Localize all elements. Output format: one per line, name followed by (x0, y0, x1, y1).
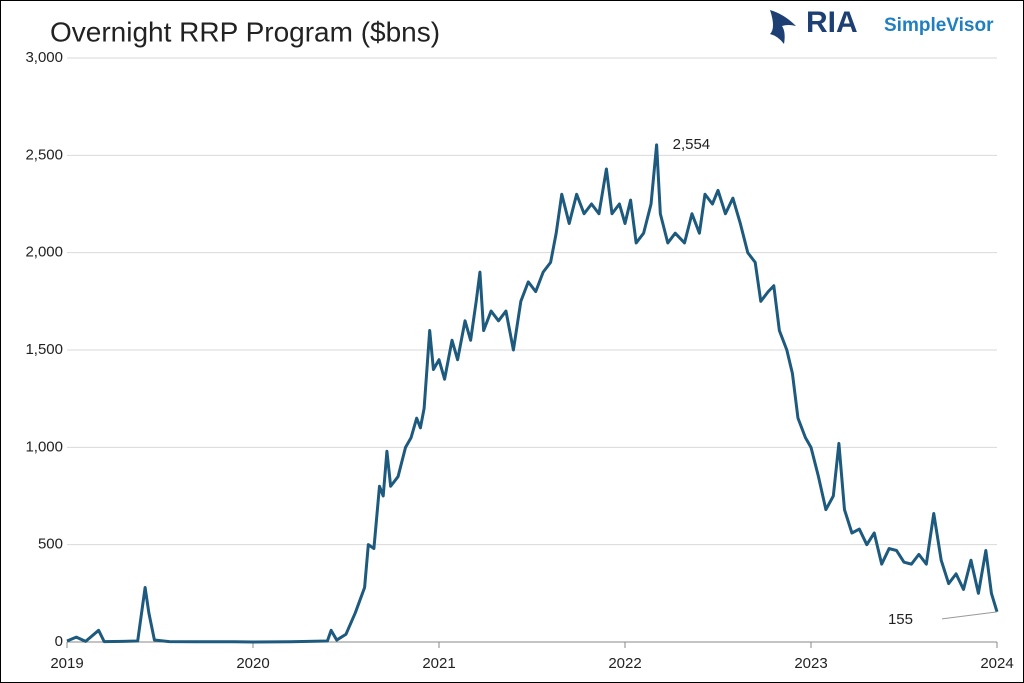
y-tick-label: 3,000 (25, 49, 63, 66)
annotation: 2,554 (673, 136, 711, 153)
y-tick-label: 1,000 (25, 438, 63, 455)
chart-title: Overnight RRP Program ($bns) (50, 16, 440, 47)
brand-logo (770, 10, 796, 44)
line (66, 143, 999, 644)
annotation: 155 (888, 611, 913, 628)
x-tick-label: 2024 (980, 655, 1013, 672)
x-tick-label: 2021 (422, 655, 455, 672)
y-tick-label: 1,500 (25, 341, 63, 358)
y-tick-label: 500 (38, 536, 63, 553)
y-tick-label: 2,000 (25, 244, 63, 261)
x-tick-label: 2020 (236, 655, 269, 672)
brand-name: RIA (806, 6, 858, 39)
x-tick-label: 2019 (50, 655, 83, 672)
x-tick-label: 2023 (794, 655, 827, 672)
brand-sub: SimpleVisor (884, 15, 994, 36)
x-tick-label: 2022 (608, 655, 641, 672)
y-tick-label: 0 (55, 633, 63, 650)
y-tick-label: 2,500 (25, 146, 63, 163)
annotation-leader (941, 611, 998, 620)
